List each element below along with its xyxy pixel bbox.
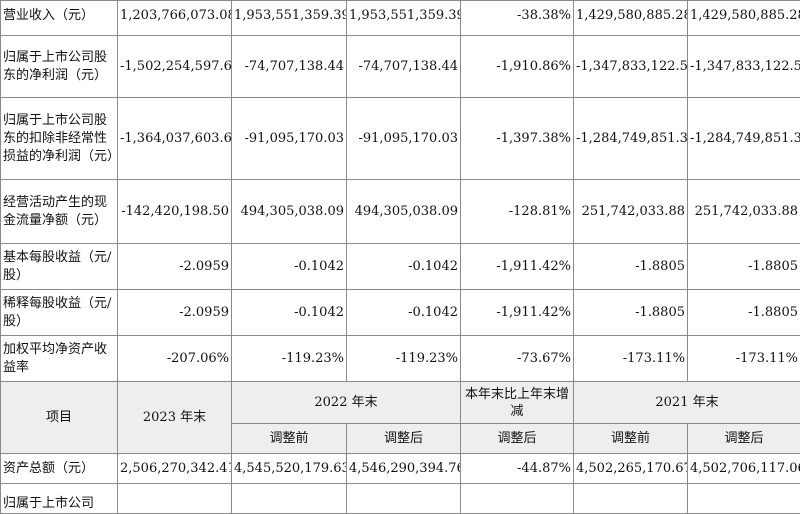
cell-2023: 2,506,270,342.41 bbox=[118, 454, 232, 484]
cell-2022-before: -119.23% bbox=[232, 336, 347, 382]
cell-2022-after: 1,953,551,359.39 bbox=[347, 1, 461, 36]
cell-2022-before: -91,095,170.03 bbox=[232, 98, 347, 180]
table-row: 稀释每股收益（元/股） -2.0959 -0.1042 -0.1042 -1,9… bbox=[1, 290, 800, 336]
header-item: 项目 bbox=[1, 382, 118, 454]
table-row: 资产总额（元） 2,506,270,342.41 4,545,520,179.6… bbox=[1, 454, 800, 484]
cell-change: -44.87% bbox=[461, 454, 574, 484]
cell-2023: 1,203,766,073.08 bbox=[118, 1, 232, 36]
cell-2022-before: -74,707,138.44 bbox=[232, 36, 347, 98]
table-row: 营业收入（元） 1,203,766,073.08 1,953,551,359.3… bbox=[1, 1, 800, 36]
cell-2021-before: -1.8805 bbox=[574, 244, 688, 290]
row-label: 加权平均净资产收益率 bbox=[1, 336, 118, 382]
cell-2022-after: -0.1042 bbox=[347, 290, 461, 336]
cell-change: -73.67% bbox=[461, 336, 574, 382]
cell-2021-before: 1,429,580,885.28 bbox=[574, 1, 688, 36]
header-2023: 2023 年末 bbox=[118, 382, 232, 454]
cell-2023: -2.0959 bbox=[118, 244, 232, 290]
cell-2022-after: 4,546,290,394.76 bbox=[347, 454, 461, 484]
cell-change: -1,397.38% bbox=[461, 98, 574, 180]
table-row: 加权平均净资产收益率 -207.06% -119.23% -119.23% -7… bbox=[1, 336, 800, 382]
table-row: 经营活动产生的现金流量净额（元） -142,420,198.50 494,305… bbox=[1, 180, 800, 244]
cell-2022-after: -0.1042 bbox=[347, 244, 461, 290]
subheader-2022-before: 调整前 bbox=[232, 424, 347, 454]
cell-2021-before bbox=[574, 484, 688, 514]
row-label: 经营活动产生的现金流量净额（元） bbox=[1, 180, 118, 244]
cell-2022-after: 494,305,038.09 bbox=[347, 180, 461, 244]
cell-2021-after: -1,284,749,851.31 bbox=[688, 98, 800, 180]
subheader-2022-after: 调整后 bbox=[347, 424, 461, 454]
cell-2021-after: -1,347,833,122.56 bbox=[688, 36, 800, 98]
cell-2021-after: -173.11% bbox=[688, 336, 800, 382]
cell-change: -38.38% bbox=[461, 1, 574, 36]
cell-2022-before: 4,545,520,179.63 bbox=[232, 454, 347, 484]
subheader-change: 调整后 bbox=[461, 424, 574, 454]
cell-2021-after bbox=[688, 484, 800, 514]
cell-2021-after: -1.8805 bbox=[688, 290, 800, 336]
row-label: 归属于上市公司 bbox=[1, 484, 118, 514]
cell-2021-before: -173.11% bbox=[574, 336, 688, 382]
cell-2021-after: -1.8805 bbox=[688, 244, 800, 290]
cell-2021-before: 251,742,033.88 bbox=[574, 180, 688, 244]
cell-2022-after bbox=[347, 484, 461, 514]
cell-2021-after: 251,742,033.88 bbox=[688, 180, 800, 244]
cell-2023: -1,502,254,597.67 bbox=[118, 36, 232, 98]
cell-2021-after: 4,502,706,117.06 bbox=[688, 454, 800, 484]
table-header-row: 项目 2023 年末 2022 年末 本年末比上年末增减 2021 年末 bbox=[1, 382, 800, 424]
cell-2022-before: 1,953,551,359.39 bbox=[232, 1, 347, 36]
header-2022: 2022 年末 bbox=[232, 382, 461, 424]
row-label: 基本每股收益（元/股） bbox=[1, 244, 118, 290]
row-label: 营业收入（元） bbox=[1, 1, 118, 36]
cell-2022-after: -91,095,170.03 bbox=[347, 98, 461, 180]
cell-2022-before bbox=[232, 484, 347, 514]
table-row: 归属于上市公司股东的扣除非经常性损益的净利润（元） -1,364,037,603… bbox=[1, 98, 800, 180]
row-label: 资产总额（元） bbox=[1, 454, 118, 484]
table-row: 归属于上市公司 bbox=[1, 484, 800, 514]
cell-2023 bbox=[118, 484, 232, 514]
cell-2022-before: -0.1042 bbox=[232, 244, 347, 290]
cell-2021-before: -1,284,749,851.31 bbox=[574, 98, 688, 180]
cell-2023: -142,420,198.50 bbox=[118, 180, 232, 244]
cell-2021-after: 1,429,580,885.28 bbox=[688, 1, 800, 36]
subheader-2021-before: 调整前 bbox=[574, 424, 688, 454]
cell-2023: -1,364,037,603.66 bbox=[118, 98, 232, 180]
cell-2022-before: 494,305,038.09 bbox=[232, 180, 347, 244]
table-row: 基本每股收益（元/股） -2.0959 -0.1042 -0.1042 -1,9… bbox=[1, 244, 800, 290]
table-row: 归属于上市公司股东的净利润（元） -1,502,254,597.67 -74,7… bbox=[1, 36, 800, 98]
cell-2022-after: -119.23% bbox=[347, 336, 461, 382]
cell-2022-after: -74,707,138.44 bbox=[347, 36, 461, 98]
header-2021: 2021 年末 bbox=[574, 382, 800, 424]
header-change: 本年末比上年末增减 bbox=[461, 382, 574, 424]
cell-change: -1,911.42% bbox=[461, 290, 574, 336]
cell-2022-before: -0.1042 bbox=[232, 290, 347, 336]
row-label: 归属于上市公司股东的扣除非经常性损益的净利润（元） bbox=[1, 98, 118, 180]
cell-change: -1,911.42% bbox=[461, 244, 574, 290]
cell-2021-before: -1.8805 bbox=[574, 290, 688, 336]
cell-change: -128.81% bbox=[461, 180, 574, 244]
cell-change bbox=[461, 484, 574, 514]
row-label: 稀释每股收益（元/股） bbox=[1, 290, 118, 336]
cell-2023: -2.0959 bbox=[118, 290, 232, 336]
cell-2021-before: -1,347,833,122.56 bbox=[574, 36, 688, 98]
subheader-2021-after: 调整后 bbox=[688, 424, 800, 454]
cell-change: -1,910.86% bbox=[461, 36, 574, 98]
cell-2021-before: 4,502,265,170.67 bbox=[574, 454, 688, 484]
cell-2023: -207.06% bbox=[118, 336, 232, 382]
row-label: 归属于上市公司股东的净利润（元） bbox=[1, 36, 118, 98]
